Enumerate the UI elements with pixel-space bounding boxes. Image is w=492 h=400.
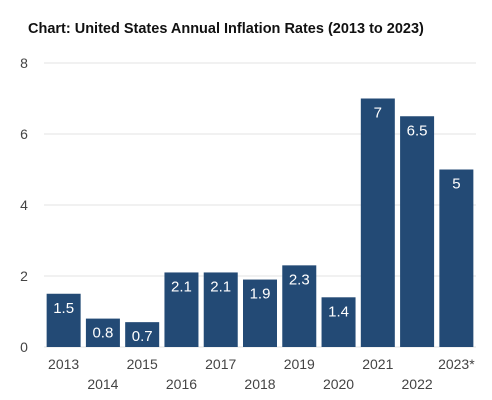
data-label: 1.5 — [53, 300, 74, 317]
y-tick-label: 2 — [20, 268, 28, 284]
data-label: 1.9 — [250, 286, 271, 303]
data-label: 7 — [374, 105, 382, 122]
x-tick-label: 2017 — [205, 356, 236, 372]
y-axis-ticks: 0 2 4 6 8 — [20, 55, 28, 355]
data-label: 0.8 — [92, 325, 113, 342]
data-label: 2.1 — [210, 278, 231, 295]
x-axis-ticks: 2013 2014 2015 2016 2017 2018 2019 2020 2021 2022… — [48, 356, 475, 392]
data-label: 2.1 — [171, 278, 192, 295]
bar-2015 — [125, 322, 160, 347]
x-tick-label: 2022 — [402, 376, 433, 392]
data-label: 2.3 — [289, 271, 310, 288]
bar-2013 — [46, 293, 81, 347]
data-label: 5 — [452, 176, 460, 193]
y-tick-label: 8 — [20, 55, 28, 71]
data-label: 0.7 — [132, 328, 153, 345]
x-tick-label: 2021 — [362, 356, 393, 372]
bar-2018 — [243, 279, 277, 347]
bar-2016 — [164, 272, 199, 347]
y-tick-label: 6 — [20, 126, 28, 142]
bar-2020 — [321, 297, 356, 347]
x-tick-label: 2023* — [438, 356, 475, 372]
bar-2022 — [400, 116, 435, 347]
data-label: 6.5 — [407, 122, 428, 139]
data-label: 1.4 — [328, 303, 349, 320]
bar-2019 — [282, 265, 317, 347]
y-tick-label: 0 — [20, 339, 28, 355]
x-tick-label: 2013 — [48, 356, 79, 372]
bar-2023 — [439, 169, 474, 347]
x-tick-label: 2015 — [127, 356, 158, 372]
bar-2021 — [360, 98, 395, 347]
bars: 1.5 0.8 0.7 2.1 2.1 1.9 2.3 1.4 7 6.5 5 — [46, 98, 474, 347]
x-tick-label: 2014 — [87, 376, 118, 392]
y-tick-label: 4 — [20, 197, 28, 213]
x-tick-label: 2018 — [244, 376, 275, 392]
bar-2014 — [85, 318, 120, 347]
x-tick-label: 2020 — [323, 376, 354, 392]
x-tick-label: 2016 — [166, 376, 197, 392]
chart-title: Chart: United States Annual Inflation Ra… — [28, 21, 424, 37]
bar-2017 — [203, 272, 238, 347]
x-tick-label: 2019 — [284, 356, 315, 372]
